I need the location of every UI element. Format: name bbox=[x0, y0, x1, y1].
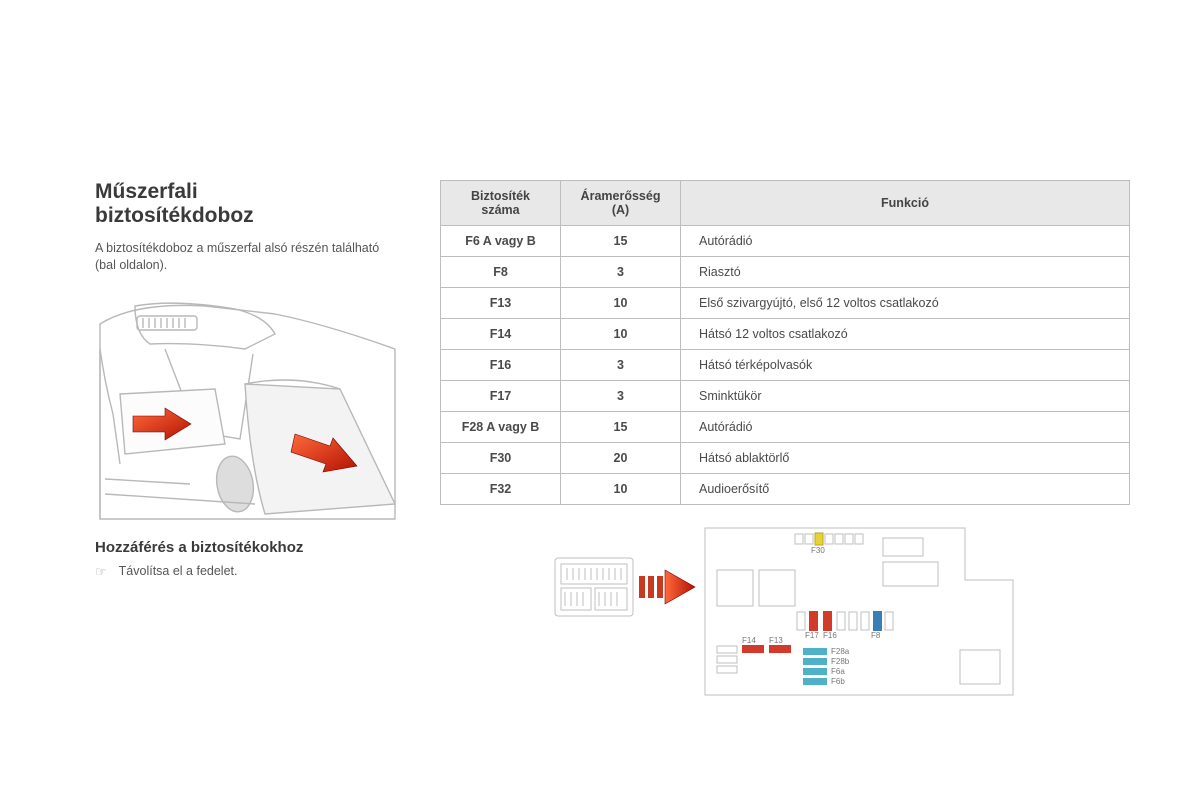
cell-function: Autórádió bbox=[681, 412, 1130, 443]
cell-function: Audioerősítő bbox=[681, 474, 1130, 505]
col-header-amperage: Áramerősség (A) bbox=[561, 181, 681, 226]
cell-fuse-number: F28 A vagy B bbox=[441, 412, 561, 443]
instruction-line: ☞ Távolítsa el a fedelet. bbox=[95, 564, 400, 580]
cell-fuse-number: F6 A vagy B bbox=[441, 226, 561, 257]
fuse-f6b bbox=[803, 678, 827, 685]
manual-page: Műszerfali biztosítékdoboz A biztosítékd… bbox=[95, 180, 1130, 700]
fuse-f28b bbox=[803, 658, 827, 665]
cell-function: Hátsó ablaktörlő bbox=[681, 443, 1130, 474]
fuse-f16 bbox=[823, 611, 832, 631]
cell-amperage: 15 bbox=[561, 226, 681, 257]
fuse-table: Biztosíték száma Áramerősség (A) Funkció… bbox=[440, 180, 1130, 505]
label-f17: F17 bbox=[805, 631, 819, 640]
cell-fuse-number: F14 bbox=[441, 319, 561, 350]
col-header-fuse-number: Biztosíték száma bbox=[441, 181, 561, 226]
cell-fuse-number: F32 bbox=[441, 474, 561, 505]
cell-fuse-number: F30 bbox=[441, 443, 561, 474]
fuse-f8 bbox=[873, 611, 882, 631]
label-f14: F14 bbox=[742, 636, 756, 645]
intro-text: A biztosítékdoboz a műszerfal alsó részé… bbox=[95, 240, 400, 274]
label-f6b: F6b bbox=[831, 677, 845, 686]
cell-function: Sminktükör bbox=[681, 381, 1130, 412]
table-row: F3210Audioerősítő bbox=[441, 474, 1130, 505]
cell-function: Hátsó térképolvasók bbox=[681, 350, 1130, 381]
cell-function: Autórádió bbox=[681, 226, 1130, 257]
cell-amperage: 10 bbox=[561, 288, 681, 319]
table-row: F83Riasztó bbox=[441, 257, 1130, 288]
title-line-2: biztosítékdoboz bbox=[95, 204, 254, 227]
fuse-f6a bbox=[803, 668, 827, 675]
fuse-f28a bbox=[803, 648, 827, 655]
right-column: Biztosíték száma Áramerősség (A) Funkció… bbox=[440, 180, 1130, 700]
cell-amperage: 10 bbox=[561, 474, 681, 505]
table-row: F163Hátsó térképolvasók bbox=[441, 350, 1130, 381]
col-header-function: Funkció bbox=[681, 181, 1130, 226]
label-f6a: F6a bbox=[831, 667, 845, 676]
cell-amperage: 3 bbox=[561, 350, 681, 381]
label-f16: F16 bbox=[823, 631, 837, 640]
cell-amperage: 3 bbox=[561, 381, 681, 412]
fuse-f17 bbox=[809, 611, 818, 631]
cell-amperage: 15 bbox=[561, 412, 681, 443]
table-row: F3020Hátsó ablaktörlő bbox=[441, 443, 1130, 474]
cell-function: Riasztó bbox=[681, 257, 1130, 288]
cell-amperage: 10 bbox=[561, 319, 681, 350]
table-row: F1410Hátsó 12 voltos csatlakozó bbox=[441, 319, 1130, 350]
table-row: F1310Első szivargyújtó, első 12 voltos c… bbox=[441, 288, 1130, 319]
fuse-f13 bbox=[769, 645, 791, 653]
fuse-f14 bbox=[742, 645, 764, 653]
hand-pointer-icon: ☞ bbox=[95, 564, 107, 580]
cell-amperage: 20 bbox=[561, 443, 681, 474]
page-title: Műszerfali biztosítékdoboz bbox=[95, 180, 400, 228]
label-f28b: F28b bbox=[831, 657, 850, 666]
title-line-1: Műszerfali bbox=[95, 180, 198, 203]
cell-function: Hátsó 12 voltos csatlakozó bbox=[681, 319, 1130, 350]
arrow-icon bbox=[639, 570, 695, 604]
label-f8: F8 bbox=[871, 631, 881, 640]
table-header-row: Biztosíték száma Áramerősség (A) Funkció bbox=[441, 181, 1130, 226]
fusebox-diagram: F30 F17 F16 F8 F14 F13 F28a F28b F6a F6b bbox=[440, 520, 1130, 700]
cell-fuse-number: F13 bbox=[441, 288, 561, 319]
left-column: Műszerfali biztosítékdoboz A biztosítékd… bbox=[95, 180, 400, 700]
label-f28a: F28a bbox=[831, 647, 850, 656]
table-row: F173Sminktükör bbox=[441, 381, 1130, 412]
cell-fuse-number: F16 bbox=[441, 350, 561, 381]
table-row: F28 A vagy B15Autórádió bbox=[441, 412, 1130, 443]
instruction-text: Távolítsa el a fedelet. bbox=[119, 564, 238, 580]
table-row: F6 A vagy B15Autórádió bbox=[441, 226, 1130, 257]
cell-function: Első szivargyújtó, első 12 voltos csatla… bbox=[681, 288, 1130, 319]
cell-fuse-number: F17 bbox=[441, 381, 561, 412]
label-f30: F30 bbox=[811, 546, 825, 555]
dashboard-illustration bbox=[95, 294, 400, 524]
cell-fuse-number: F8 bbox=[441, 257, 561, 288]
cell-amperage: 3 bbox=[561, 257, 681, 288]
label-f13: F13 bbox=[769, 636, 783, 645]
subheading: Hozzáférés a biztosítékokhoz bbox=[95, 539, 400, 556]
